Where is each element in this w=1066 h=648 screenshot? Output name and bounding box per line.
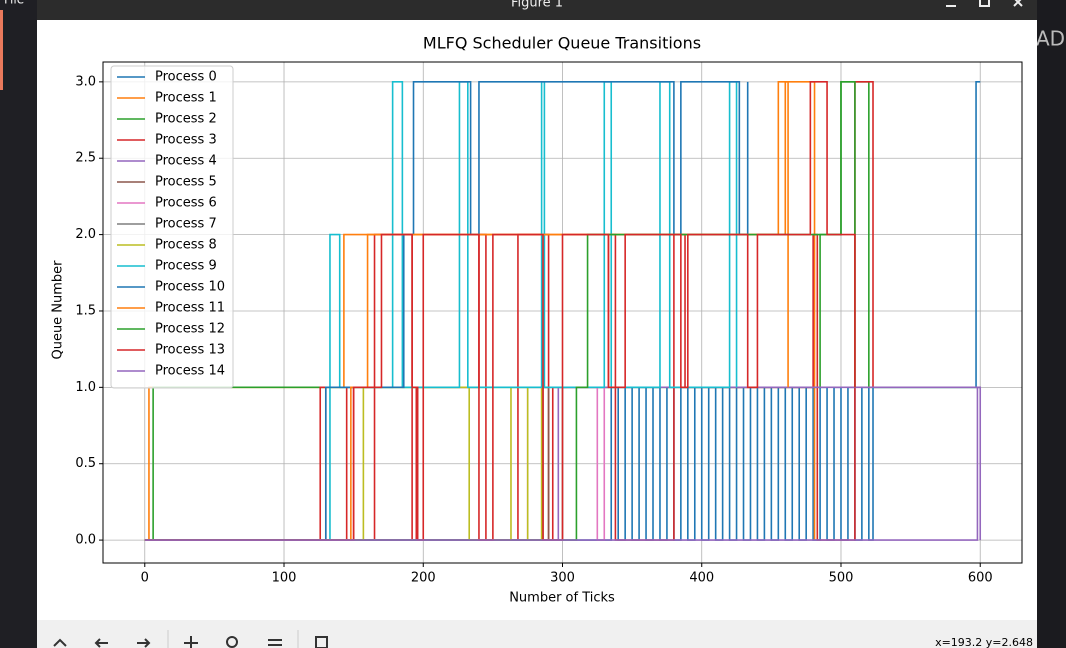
- legend-label: Process 10: [155, 280, 225, 295]
- save-button[interactable]: [315, 636, 328, 648]
- y-axis-label: Queue Number: [51, 260, 66, 360]
- legend-label: Process 7: [155, 217, 217, 232]
- close-button[interactable]: [1013, 0, 1023, 7]
- y-tick-label: 0.0: [75, 533, 96, 548]
- series-line: [144, 81, 856, 541]
- legend-label: Process 5: [155, 175, 217, 190]
- y-tick-label: 0.5: [75, 456, 96, 471]
- x-tick-label: 300: [550, 571, 575, 586]
- cursor-status: x=193.2 y=2.648: [935, 636, 1033, 648]
- legend-label: Process 4: [155, 154, 217, 169]
- y-tick-label: 2.5: [75, 151, 96, 166]
- x-tick-label: 100: [272, 571, 297, 586]
- legend-label: Process 11: [155, 301, 225, 316]
- toolbar-buttons: [53, 630, 328, 648]
- y-tick-label: 2.0: [75, 227, 96, 242]
- x-tick-label: 200: [411, 571, 436, 586]
- window-title: Figure 1: [511, 0, 563, 11]
- home-button[interactable]: [53, 638, 67, 647]
- y-tick-label: 1.5: [75, 303, 96, 318]
- y-tick-label: 3.0: [75, 74, 96, 89]
- y-tick-label: 1.0: [75, 380, 96, 395]
- sidebar-active: [0, 10, 3, 90]
- series-line: [144, 81, 789, 541]
- x-tick-label: 500: [829, 571, 854, 586]
- forward-button[interactable]: [137, 638, 151, 648]
- subplots-button[interactable]: [268, 639, 282, 646]
- legend-label: Process 3: [155, 133, 217, 148]
- x-axis-label: Number of Ticks: [509, 591, 615, 606]
- x-tick-label: 400: [689, 571, 714, 586]
- plot-area: [144, 81, 982, 541]
- legend-label: Process 9: [155, 259, 217, 274]
- legend-label: Process 1: [155, 91, 217, 106]
- maximize-button[interactable]: [979, 0, 990, 7]
- sidebar: [0, 0, 37, 648]
- titlebar: [37, 0, 1037, 20]
- x-tick-label: 600: [968, 571, 993, 586]
- legend-label: Process 14: [155, 364, 225, 379]
- zoom-button[interactable]: [226, 636, 238, 648]
- legend-label: Process 12: [155, 322, 225, 337]
- x-tick-label: 0: [141, 571, 149, 586]
- legend-label: Process 8: [155, 238, 217, 253]
- pan-button[interactable]: [184, 636, 198, 648]
- legend-label: Process 2: [155, 112, 217, 127]
- series-line: [144, 81, 816, 541]
- right-panel: [1037, 0, 1066, 648]
- chart-title: MLFQ Scheduler Queue Transitions: [423, 34, 701, 53]
- legend-label: Process 13: [155, 343, 225, 358]
- series-line: [144, 386, 982, 541]
- back-button[interactable]: [94, 638, 108, 648]
- menu-text: File: [4, 0, 24, 7]
- legend-label: Process 0: [155, 70, 217, 85]
- side-text: AD: [1036, 27, 1065, 51]
- axes-frame: [102, 61, 1023, 564]
- window-titlebar: Figure 1: [37, 0, 1037, 20]
- toolbar: [37, 620, 1037, 648]
- legend-label: Process 6: [155, 196, 217, 211]
